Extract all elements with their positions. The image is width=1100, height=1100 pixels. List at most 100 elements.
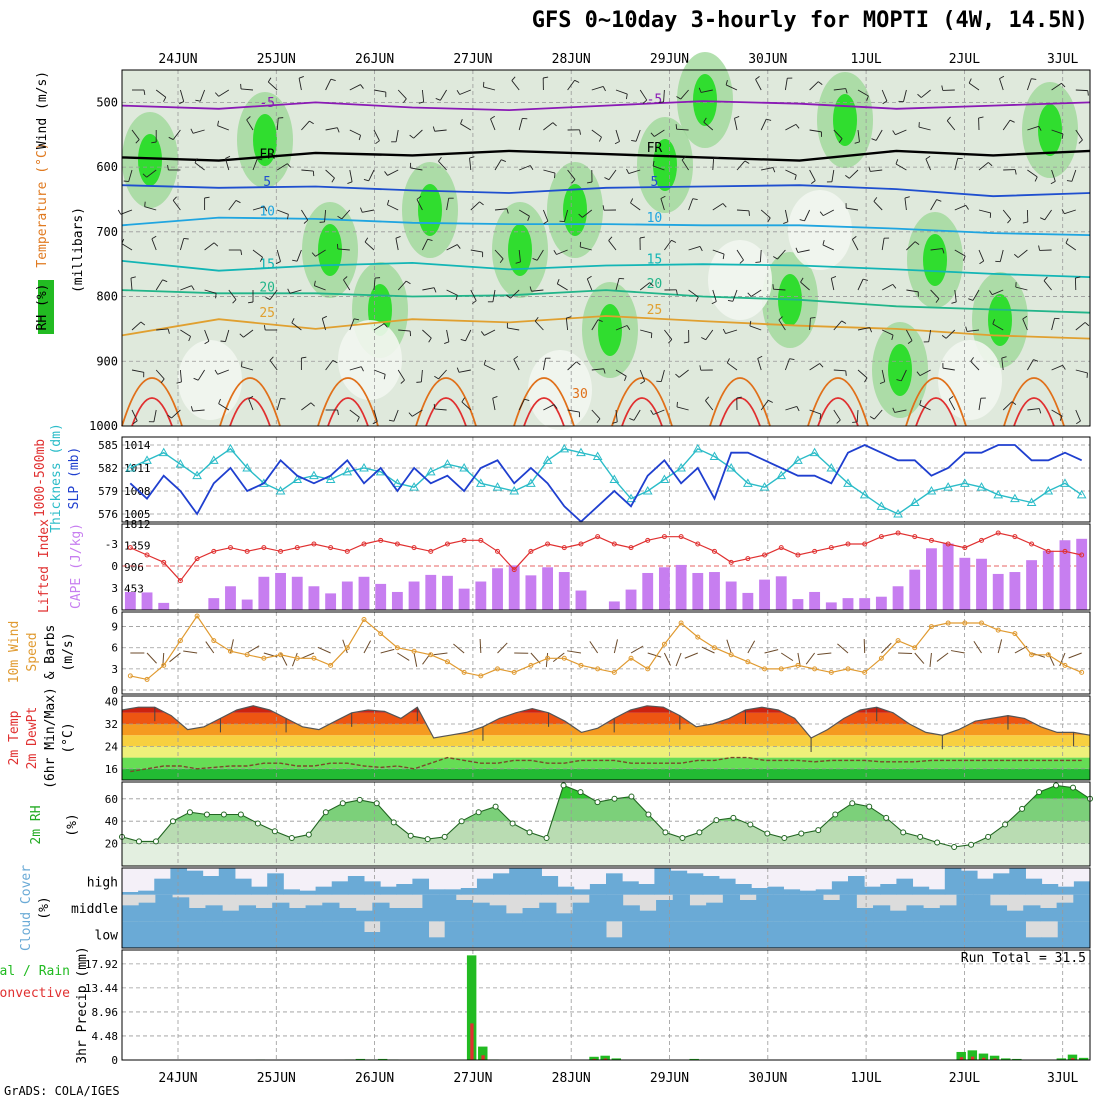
rh-point (900, 829, 907, 836)
temp-band (122, 757, 1090, 769)
upper-wind-barb (722, 203, 727, 208)
upper-wind-barb (914, 241, 920, 245)
cloud-low-bar (880, 921, 897, 948)
upper-wind-barb (151, 235, 157, 240)
lifted-index-point (945, 541, 951, 547)
cloud-middle-bar (338, 908, 357, 922)
cloud-middle-bar (222, 910, 240, 922)
upper-wind-barb (479, 201, 484, 206)
upper-wind-barb (1059, 415, 1063, 421)
upper-wind-barb (712, 249, 725, 255)
upper-wind-barb (700, 89, 713, 93)
cloud-low-bar (735, 921, 752, 948)
lifted-index-point (1045, 548, 1051, 554)
cape-bar (859, 598, 871, 610)
cloud-low-bar (557, 921, 575, 948)
wind-barb (914, 652, 925, 664)
lifted-index-point (561, 545, 567, 551)
upper-wind-barb (384, 171, 388, 176)
rh-point (390, 819, 397, 826)
upper-wind-barb (383, 323, 388, 328)
upper-wind-barb (864, 377, 868, 383)
cloud-low-bar (509, 921, 526, 948)
precip-frame (121, 949, 1091, 1061)
cloud-low-bar (234, 921, 252, 948)
upper-wind-barb (841, 320, 847, 324)
upper-wind-barb (640, 380, 645, 385)
cloud-middle-bar (555, 913, 574, 922)
lifted-index-point (611, 541, 617, 547)
upper-wind-barb (664, 329, 673, 340)
upper-wind-barb (515, 261, 521, 264)
upper-wind-barb (343, 276, 348, 281)
upper-wind-barb (857, 369, 868, 379)
rh-dry-area (338, 320, 402, 400)
cape-bar (792, 599, 804, 610)
upper-wind-barb (446, 289, 458, 296)
upper-wind-barb (626, 168, 630, 174)
upper-wind-barb (967, 329, 980, 332)
upper-wind-barb (172, 196, 177, 201)
upper-wind-barb (347, 181, 353, 184)
upper-wind-barb (1014, 253, 1019, 258)
upper-wind-barb (375, 140, 380, 145)
cape-bar (926, 548, 937, 610)
upper-wind-barb (1033, 359, 1039, 362)
rh-point (169, 818, 176, 825)
precip-convective-bar (982, 1057, 986, 1060)
cloud-high-bar (1041, 884, 1059, 895)
cloud-low-bar (1041, 937, 1059, 948)
upper-wind-barb (536, 249, 544, 261)
cloud-low-bar (122, 921, 139, 948)
upper-wind-barb (1011, 401, 1017, 405)
upper-wind-barb (1022, 221, 1028, 224)
cloud-middle-bar (1006, 910, 1024, 922)
upper-wind-barb (484, 364, 496, 371)
thickness-point (642, 485, 653, 495)
upper-wind-barb (217, 120, 220, 126)
upper-wind-barb (416, 195, 422, 200)
isotherm-30 (905, 377, 967, 427)
cloud-low-bar (170, 921, 188, 948)
upper-wind-barb (822, 209, 835, 217)
precip-total-bar (1078, 1057, 1089, 1060)
rh-point (475, 809, 482, 816)
lifted-index-point (495, 548, 501, 554)
upper-wind-barb (965, 205, 969, 210)
isotherm-35 (817, 397, 859, 427)
upper-wind-barb (183, 238, 189, 240)
upper-wind-barb (991, 289, 1004, 296)
upper-wind-barb (494, 208, 507, 211)
isotherm-30 (219, 377, 281, 427)
upper-wind-barb (849, 169, 859, 179)
upper-wind-barb (518, 209, 530, 217)
cloud-middle-bar (756, 894, 774, 922)
upper-wind-barb (315, 249, 326, 257)
lifted-index-point (695, 541, 701, 547)
upper-wind-barb (395, 236, 401, 239)
rh-tick: 40 (105, 815, 118, 828)
upper-wind-barb (681, 159, 689, 171)
upper-wind-barb (744, 160, 750, 164)
upper-wind-barb (633, 409, 641, 421)
upper-wind-barb (857, 278, 864, 291)
upper-wind-barb (596, 418, 601, 424)
slp-label: SLP (mb) (67, 447, 82, 510)
wind-speed-point (528, 662, 534, 668)
cloud-middle-bar (889, 910, 907, 922)
cloud-high-bar (638, 884, 655, 895)
temp-band (122, 696, 1090, 702)
upper-wind-barb (349, 129, 361, 136)
upper-wind-barb (1027, 125, 1039, 131)
upper-wind-barb (470, 201, 480, 211)
upper-wind-barb (831, 275, 837, 279)
upper-wind-barb (895, 129, 907, 136)
upper-wind-barb (438, 156, 442, 162)
wind-speed-point (711, 645, 717, 651)
cloud-high-bar (202, 876, 220, 895)
cloud-high-bar (493, 873, 510, 895)
precip-total-bar (956, 1051, 966, 1060)
wind-speed-point (862, 669, 868, 675)
upper-wind-barb (1027, 408, 1040, 411)
upper-wind-barb (228, 200, 237, 211)
